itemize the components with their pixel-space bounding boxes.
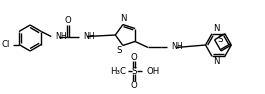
- Text: Cl: Cl: [2, 40, 10, 49]
- Text: NH: NH: [55, 32, 67, 41]
- Text: O: O: [131, 80, 138, 89]
- Text: N: N: [213, 24, 219, 33]
- Text: N: N: [120, 14, 126, 23]
- Text: NH: NH: [172, 42, 183, 51]
- Text: H₃C: H₃C: [110, 66, 126, 75]
- Text: OH: OH: [146, 66, 159, 75]
- Text: N: N: [213, 57, 219, 66]
- Text: S: S: [218, 35, 223, 44]
- Text: O: O: [65, 16, 71, 25]
- Text: O: O: [131, 53, 138, 63]
- Text: NH: NH: [83, 32, 95, 41]
- Text: S: S: [131, 66, 137, 75]
- Text: S: S: [116, 46, 122, 55]
